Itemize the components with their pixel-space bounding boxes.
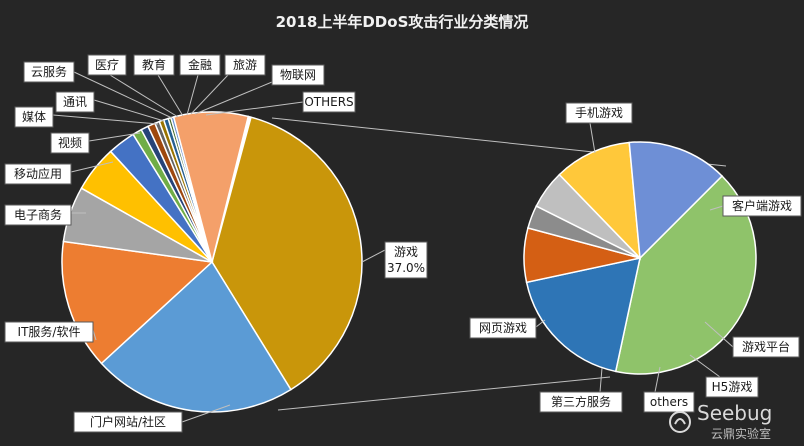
secondary-leader-line bbox=[689, 354, 721, 378]
secondary-leader-line bbox=[535, 319, 546, 328]
main-label-box bbox=[133, 54, 175, 76]
main-label-box bbox=[87, 54, 127, 76]
secondary-leader-line bbox=[599, 367, 603, 393]
main-label-box bbox=[271, 64, 325, 86]
secondary-label-box bbox=[539, 391, 623, 413]
secondary-label: H5游戏 bbox=[712, 380, 753, 394]
main-label-box bbox=[224, 54, 266, 76]
secondary-slice-客户端游戏 bbox=[525, 257, 641, 373]
main-label-box bbox=[179, 54, 221, 76]
main-slice-unlabeled bbox=[172, 111, 250, 263]
seebug-logo-icon bbox=[669, 411, 691, 433]
secondary-label: 游戏平台 bbox=[742, 339, 790, 354]
main-leader-line bbox=[190, 74, 229, 115]
main-leader-line bbox=[361, 249, 386, 263]
secondary-label-box bbox=[722, 195, 802, 217]
main-leader-line bbox=[73, 71, 173, 119]
main-leader-line bbox=[157, 74, 184, 117]
secondary-leader-line bbox=[704, 321, 734, 348]
secondary-label-box bbox=[643, 391, 695, 413]
secondary-slice-第三方服务 bbox=[558, 141, 641, 261]
secondary-label: 第三方服务 bbox=[551, 394, 611, 409]
secondary-slice-网页游戏 bbox=[628, 141, 724, 260]
main-label: 媒体 bbox=[22, 110, 46, 124]
secondary-label-box bbox=[565, 102, 633, 124]
secondary-label: 手机游戏 bbox=[575, 106, 623, 120]
main-label-box bbox=[73, 411, 183, 433]
secondary-label: others bbox=[650, 395, 688, 409]
main-label: OTHERS bbox=[304, 95, 353, 109]
main-label: 云服务 bbox=[31, 64, 67, 79]
main-slice-IT服务/软件 bbox=[61, 240, 214, 365]
main-label: 游戏 bbox=[394, 245, 418, 259]
secondary-leader-line bbox=[589, 122, 596, 154]
main-label-box bbox=[14, 106, 54, 128]
watermark-brand: Seebug bbox=[697, 401, 772, 425]
main-label-box bbox=[4, 321, 94, 343]
watermark-sub: 云鼎实验室 bbox=[711, 426, 771, 441]
main-label-box bbox=[4, 204, 72, 226]
secondary-label-box bbox=[469, 317, 537, 339]
main-label: 视频 bbox=[58, 135, 82, 150]
main-label-box bbox=[4, 163, 72, 185]
main-leader-line bbox=[52, 114, 159, 125]
main-label: 医疗 bbox=[95, 58, 119, 72]
main-leader-line bbox=[88, 132, 141, 142]
main-leader-line bbox=[70, 161, 114, 173]
secondary-label: 客户端游戏 bbox=[732, 198, 792, 213]
main-leader-line bbox=[194, 81, 273, 115]
main-value-label: 37.0% bbox=[387, 261, 425, 275]
main-leader-line bbox=[93, 99, 165, 122]
secondary-pie bbox=[523, 141, 757, 375]
main-leader-line bbox=[186, 74, 199, 116]
main-leader-line bbox=[109, 74, 179, 118]
main-label: 门户网站/社区 bbox=[90, 414, 166, 429]
main-label-box bbox=[55, 91, 95, 113]
main-label-box bbox=[384, 241, 428, 279]
secondary-label-box bbox=[705, 376, 759, 398]
main-label-box bbox=[23, 61, 75, 83]
secondary-leader-line bbox=[709, 205, 724, 211]
main-label: 金融 bbox=[188, 57, 212, 72]
main-label: 通讯 bbox=[63, 95, 87, 109]
main-label: 电子商务 bbox=[14, 207, 62, 222]
watermark: Seebug 云鼎实验室 bbox=[669, 401, 772, 441]
main-label-box bbox=[50, 132, 90, 154]
chart-title: 2018上半年DDoS攻击行业分类情况 bbox=[276, 13, 529, 31]
main-leader-line bbox=[205, 101, 304, 116]
secondary-label: 网页游戏 bbox=[479, 321, 527, 335]
connector-bottom bbox=[277, 376, 611, 411]
secondary-leader-line bbox=[654, 366, 661, 393]
main-label: 旅游 bbox=[233, 58, 257, 72]
main-slice-门户网站/社区 bbox=[100, 260, 292, 413]
main-pie bbox=[61, 111, 363, 413]
main-label: 移动应用 bbox=[14, 166, 62, 181]
main-label: IT服务/软件 bbox=[18, 324, 81, 339]
main-label: 教育 bbox=[142, 57, 166, 72]
main-label: 物联网 bbox=[280, 68, 316, 82]
main-leader-line bbox=[181, 404, 231, 423]
secondary-label-box bbox=[732, 336, 800, 358]
main-label-box bbox=[302, 91, 356, 113]
